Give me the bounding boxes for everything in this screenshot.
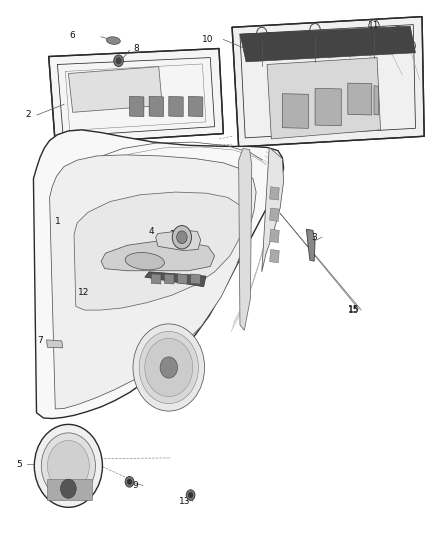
Polygon shape — [240, 26, 416, 62]
Polygon shape — [267, 58, 381, 139]
Text: 3: 3 — [311, 233, 317, 242]
Polygon shape — [270, 249, 279, 263]
Circle shape — [116, 58, 121, 64]
Polygon shape — [191, 274, 200, 284]
Polygon shape — [374, 86, 378, 115]
Circle shape — [60, 479, 76, 498]
Polygon shape — [46, 340, 63, 348]
Polygon shape — [270, 187, 279, 200]
Circle shape — [186, 490, 195, 500]
Text: 13: 13 — [179, 497, 191, 506]
Circle shape — [172, 225, 191, 249]
Polygon shape — [101, 241, 215, 271]
Text: 2: 2 — [25, 110, 31, 119]
Polygon shape — [270, 229, 279, 243]
Polygon shape — [315, 88, 341, 126]
Polygon shape — [33, 130, 284, 418]
Polygon shape — [270, 208, 279, 221]
Circle shape — [41, 433, 95, 499]
Polygon shape — [306, 229, 315, 261]
Text: 9: 9 — [132, 481, 138, 490]
Polygon shape — [46, 479, 92, 500]
Polygon shape — [68, 67, 162, 112]
Ellipse shape — [106, 37, 120, 44]
Circle shape — [127, 479, 132, 484]
Text: 14: 14 — [170, 230, 181, 239]
Circle shape — [125, 477, 134, 487]
Polygon shape — [177, 274, 187, 284]
Circle shape — [177, 231, 187, 244]
Polygon shape — [283, 94, 308, 128]
Text: 1: 1 — [55, 217, 60, 226]
Text: 10: 10 — [201, 35, 213, 44]
Polygon shape — [74, 192, 243, 310]
Text: 6: 6 — [70, 31, 76, 40]
Polygon shape — [348, 83, 372, 115]
Text: 15: 15 — [348, 304, 359, 313]
Polygon shape — [151, 274, 161, 284]
Polygon shape — [169, 96, 183, 117]
Polygon shape — [49, 155, 256, 409]
Circle shape — [133, 324, 205, 411]
Circle shape — [145, 338, 193, 397]
Polygon shape — [130, 96, 144, 117]
Circle shape — [160, 357, 177, 378]
Circle shape — [47, 440, 89, 491]
Polygon shape — [155, 230, 201, 251]
Polygon shape — [188, 96, 203, 117]
Circle shape — [139, 332, 198, 403]
Text: 4: 4 — [148, 228, 154, 237]
Polygon shape — [239, 149, 252, 330]
Ellipse shape — [125, 253, 164, 270]
Polygon shape — [164, 274, 174, 284]
Polygon shape — [262, 148, 284, 272]
Circle shape — [188, 492, 193, 498]
Polygon shape — [49, 49, 223, 144]
Text: 11: 11 — [368, 21, 380, 30]
Circle shape — [114, 55, 124, 67]
Polygon shape — [149, 96, 163, 117]
Circle shape — [34, 424, 102, 507]
Text: 7: 7 — [37, 336, 43, 345]
Polygon shape — [145, 272, 206, 287]
Text: 15: 15 — [348, 305, 359, 314]
Polygon shape — [232, 17, 424, 147]
Text: 12: 12 — [78, 287, 89, 296]
Text: 8: 8 — [133, 44, 139, 53]
Text: 5: 5 — [16, 460, 22, 469]
